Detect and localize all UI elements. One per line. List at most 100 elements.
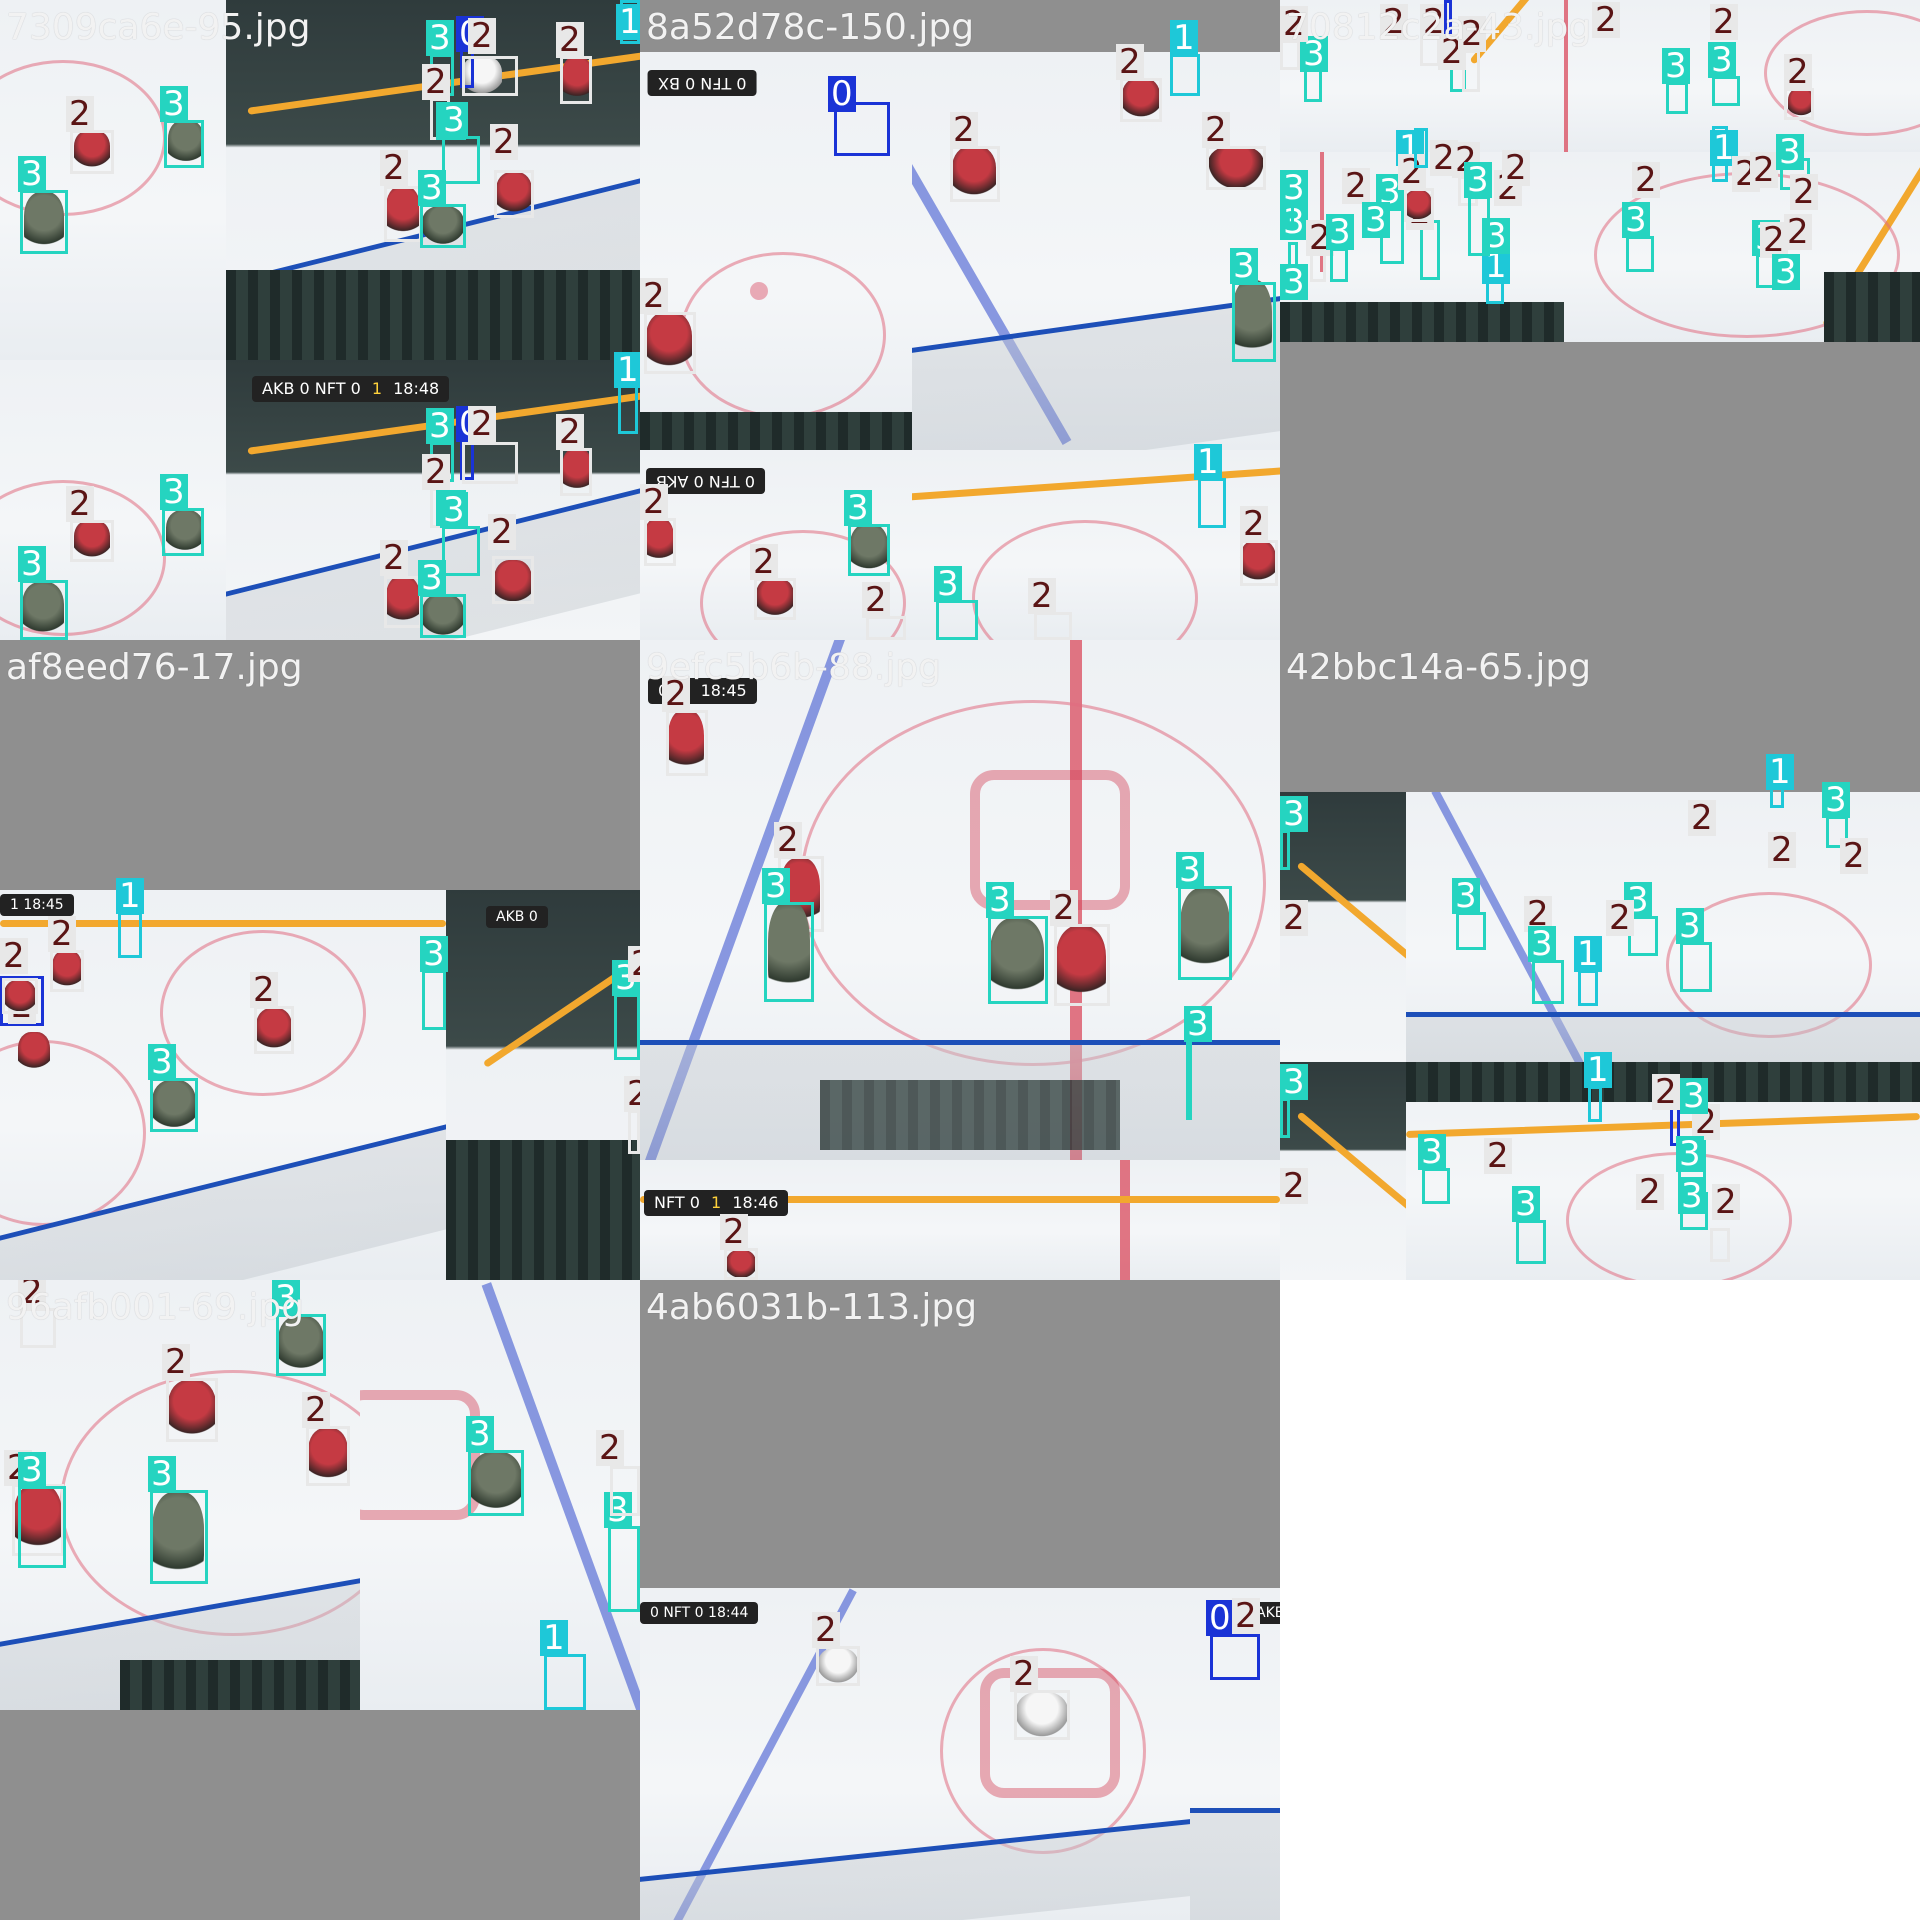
tile-filename: 9efc5b6b-88.jpg [646, 647, 941, 688]
bbox-class-1 [1588, 1086, 1602, 1122]
bbox-label: 2 [1768, 832, 1796, 868]
rink-image [0, 360, 226, 640]
bbox-class-2 [492, 556, 534, 604]
bbox-label: 2 [1010, 1656, 1038, 1692]
tile-filename: 8a52d78c-150.jpg [646, 7, 975, 48]
tile-9efc5b6b: 0 1 18:45 NFT 0 1 18:46 9efc5b6b-88.jpg … [640, 640, 1280, 1280]
bbox-class-2 [1784, 88, 1814, 120]
bbox-class-3 [162, 508, 204, 556]
bbox-label: 1 [1584, 1052, 1612, 1088]
tile-70812c2a: 70812c2a-43.jpg 3 2 2 2 2 2 2 3 3 2 2 3 … [1280, 0, 1920, 640]
bbox-label: 2 [1790, 174, 1818, 210]
bbox-label: 2 [720, 1214, 748, 1250]
bbox-label: 3 [160, 86, 188, 122]
bbox-class-3 [468, 1450, 524, 1516]
scoreboard: 1 18:45 [0, 894, 74, 916]
bbox-class-1 [1578, 970, 1598, 1006]
bbox-class-2 [50, 950, 84, 992]
bbox-label: 2 [162, 1344, 190, 1380]
bbox-label: 2 [1760, 222, 1788, 258]
bbox-label: 2 [662, 676, 690, 712]
bbox-label: 3 [934, 566, 962, 602]
bbox-class-3 [608, 1526, 640, 1612]
bbox-label: 2 [1458, 16, 1486, 52]
bbox-class-1 [1198, 478, 1226, 528]
bbox-label: 2 [1784, 54, 1812, 90]
bbox-label: 2 [1652, 1074, 1680, 1110]
rink-image [640, 640, 1280, 1160]
bbox-label: 0 [1206, 1600, 1234, 1636]
tile-filename: 96afb001-69.jpg [6, 1287, 305, 1328]
bbox-class-3 [18, 1486, 66, 1568]
bbox-label: 3 [1678, 1178, 1706, 1214]
bbox-label: 3 [418, 560, 446, 596]
bbox-label: 2 [1606, 900, 1634, 936]
bbox-class-1 [544, 1654, 586, 1710]
bbox-label: 1 [116, 878, 144, 914]
bbox-class-0 [834, 102, 890, 156]
bbox-label: 1 [1574, 936, 1602, 972]
bbox-class-2 [1404, 188, 1434, 222]
bbox-label: 2 [628, 946, 640, 982]
rink-image [1190, 1588, 1280, 1920]
bbox-label: 2 [1712, 1184, 1740, 1220]
bbox-class-3 [1330, 248, 1348, 282]
bbox-label: 3 [1300, 36, 1328, 72]
tile-42bbc14a: 42bbc14a-65.jpg 1 3 2 2 2 3 2 3 2 3 1 3 … [1280, 640, 1920, 1280]
bbox-label: 2 [380, 540, 408, 576]
bbox-label: 2 [18, 1280, 46, 1310]
bbox-label: 3 [1676, 1136, 1704, 1172]
bbox-label: 1 [1194, 444, 1222, 480]
bbox-label: 2 [422, 454, 450, 490]
bbox-label: 2 [750, 544, 778, 580]
bbox-label: 3 [1418, 1134, 1446, 1170]
bbox-class-3 [764, 902, 814, 1002]
tile-filename: 70812c2a-43.jpg [1286, 7, 1592, 48]
bbox-class-2 [754, 578, 796, 620]
bbox-label: 2 [1784, 214, 1812, 250]
bbox-label: 2 [1420, 4, 1448, 40]
bbox-label: 3 [1452, 878, 1480, 914]
bbox-label: 2 [640, 484, 668, 520]
bbox-class-3 [276, 1314, 326, 1376]
bbox-class-2 [2, 978, 38, 1014]
bbox-class-0 [0, 976, 44, 1026]
bbox-label: 2 [48, 916, 76, 952]
bbox-class-2 [816, 1646, 860, 1686]
tile-filename: 4ab6031b-113.jpg [646, 1287, 978, 1328]
rink-image [446, 890, 640, 1280]
bbox-label: 2 [1280, 900, 1308, 936]
bbox-label: 1 [616, 4, 640, 40]
bbox-class-2 [560, 448, 592, 496]
bbox-class-2 [644, 518, 676, 566]
bbox-label: 3 [148, 1044, 176, 1080]
bbox-label: 2 [1202, 112, 1230, 148]
bbox-class-2 [462, 442, 518, 484]
bbox-class-3 [1280, 1098, 1290, 1138]
bbox-class-2 [1120, 78, 1162, 122]
scoreboard: 0 NFT 0 18:44 [640, 1602, 759, 1624]
scoreboard: NFT 0 1 18:46 [644, 1190, 789, 1216]
bbox-label: 3 [440, 102, 468, 138]
bbox-label: 2 [1710, 4, 1738, 40]
bbox-class-3 [1666, 82, 1688, 114]
bbox-label: 3 [426, 20, 454, 56]
bbox-label: 2 [1280, 1168, 1308, 1204]
bbox-class-2 [494, 170, 534, 218]
bbox-label: 1 [614, 352, 640, 388]
bbox-class-3 [1456, 912, 1486, 950]
bbox-label: 3 [466, 1416, 494, 1452]
bbox-label: 2 [812, 1612, 840, 1648]
bbox-class-3 [420, 594, 466, 638]
bbox-class-3 [422, 970, 446, 1030]
bbox-label: 3 [1676, 908, 1704, 944]
bbox-label: 2 [624, 1076, 640, 1112]
bbox-label: 2 [1636, 1174, 1664, 1210]
bbox-class-3 [988, 916, 1048, 1004]
bbox-class-3 [164, 120, 204, 168]
bbox-label: 3 [272, 1280, 300, 1316]
rink-image [1564, 0, 1920, 152]
bbox-class-2 [628, 1110, 640, 1154]
bbox-class-2 [666, 710, 708, 776]
bbox-label: 3 [1822, 782, 1850, 818]
